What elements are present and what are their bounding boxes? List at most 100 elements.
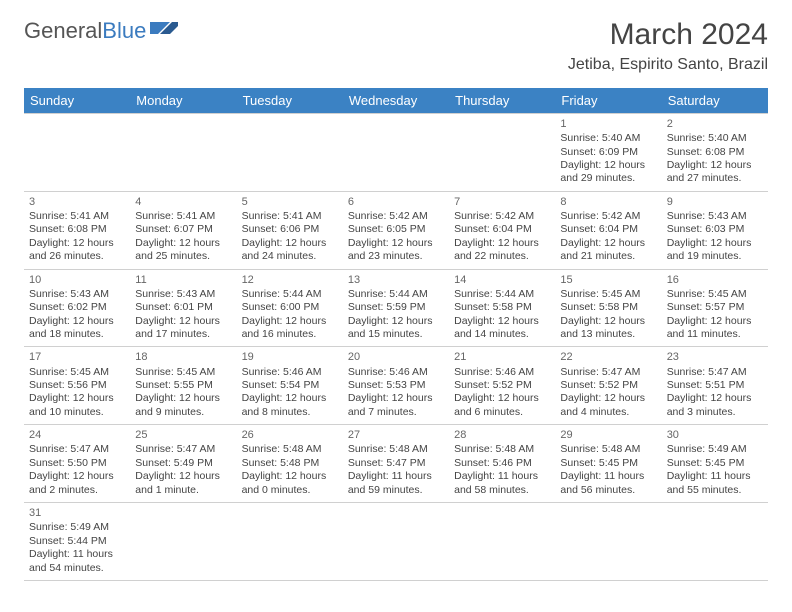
day-cell: 3Sunrise: 5:41 AMSunset: 6:08 PMDaylight… xyxy=(24,191,130,269)
empty-cell xyxy=(343,503,449,581)
flag-icon xyxy=(150,18,178,44)
daylight-text: Daylight: 11 hours and 54 minutes. xyxy=(29,548,125,575)
sunset-text: Sunset: 5:57 PM xyxy=(667,301,763,314)
sunset-text: Sunset: 5:58 PM xyxy=(560,301,656,314)
sunrise-text: Sunrise: 5:44 AM xyxy=(348,288,444,301)
empty-cell xyxy=(662,503,768,581)
empty-cell xyxy=(555,503,661,581)
day-number: 31 xyxy=(29,506,125,520)
daylight-text: Daylight: 12 hours and 29 minutes. xyxy=(560,159,656,186)
day-cell: 26Sunrise: 5:48 AMSunset: 5:48 PMDayligh… xyxy=(237,425,343,503)
brand-logo: GeneralBlue xyxy=(24,18,178,44)
daylight-text: Daylight: 12 hours and 2 minutes. xyxy=(29,470,125,497)
weekday-header: Saturday xyxy=(662,88,768,114)
day-number: 12 xyxy=(242,273,338,287)
daylight-text: Daylight: 12 hours and 0 minutes. xyxy=(242,470,338,497)
brand-part2: Blue xyxy=(102,18,146,44)
sunset-text: Sunset: 6:05 PM xyxy=(348,223,444,236)
sunset-text: Sunset: 5:47 PM xyxy=(348,457,444,470)
day-cell: 31Sunrise: 5:49 AMSunset: 5:44 PMDayligh… xyxy=(24,503,130,581)
day-number: 24 xyxy=(29,428,125,442)
sunset-text: Sunset: 6:08 PM xyxy=(29,223,125,236)
day-cell: 18Sunrise: 5:45 AMSunset: 5:55 PMDayligh… xyxy=(130,347,236,425)
day-number: 1 xyxy=(560,117,656,131)
sunset-text: Sunset: 5:56 PM xyxy=(29,379,125,392)
day-cell: 25Sunrise: 5:47 AMSunset: 5:49 PMDayligh… xyxy=(130,425,236,503)
sunset-text: Sunset: 5:58 PM xyxy=(454,301,550,314)
weekday-header: Sunday xyxy=(24,88,130,114)
sunrise-text: Sunrise: 5:44 AM xyxy=(454,288,550,301)
sunset-text: Sunset: 5:50 PM xyxy=(29,457,125,470)
daylight-text: Daylight: 12 hours and 1 minute. xyxy=(135,470,231,497)
day-number: 11 xyxy=(135,273,231,287)
sunset-text: Sunset: 6:07 PM xyxy=(135,223,231,236)
day-number: 29 xyxy=(560,428,656,442)
daylight-text: Daylight: 12 hours and 6 minutes. xyxy=(454,392,550,419)
day-cell: 22Sunrise: 5:47 AMSunset: 5:52 PMDayligh… xyxy=(555,347,661,425)
daylight-text: Daylight: 12 hours and 10 minutes. xyxy=(29,392,125,419)
daylight-text: Daylight: 12 hours and 3 minutes. xyxy=(667,392,763,419)
day-number: 9 xyxy=(667,195,763,209)
sunset-text: Sunset: 5:45 PM xyxy=(560,457,656,470)
daylight-text: Daylight: 12 hours and 21 minutes. xyxy=(560,237,656,264)
daylight-text: Daylight: 12 hours and 22 minutes. xyxy=(454,237,550,264)
sunset-text: Sunset: 6:01 PM xyxy=(135,301,231,314)
day-cell: 14Sunrise: 5:44 AMSunset: 5:58 PMDayligh… xyxy=(449,269,555,347)
day-cell: 13Sunrise: 5:44 AMSunset: 5:59 PMDayligh… xyxy=(343,269,449,347)
day-cell: 21Sunrise: 5:46 AMSunset: 5:52 PMDayligh… xyxy=(449,347,555,425)
sunrise-text: Sunrise: 5:45 AM xyxy=(135,366,231,379)
daylight-text: Daylight: 12 hours and 7 minutes. xyxy=(348,392,444,419)
day-number: 27 xyxy=(348,428,444,442)
month-title: March 2024 xyxy=(568,18,768,52)
sunrise-text: Sunrise: 5:44 AM xyxy=(242,288,338,301)
daylight-text: Daylight: 12 hours and 25 minutes. xyxy=(135,237,231,264)
day-number: 26 xyxy=(242,428,338,442)
sunrise-text: Sunrise: 5:41 AM xyxy=(29,210,125,223)
daylight-text: Daylight: 12 hours and 9 minutes. xyxy=(135,392,231,419)
daylight-text: Daylight: 11 hours and 56 minutes. xyxy=(560,470,656,497)
day-cell: 4Sunrise: 5:41 AMSunset: 6:07 PMDaylight… xyxy=(130,191,236,269)
day-number: 22 xyxy=(560,350,656,364)
daylight-text: Daylight: 12 hours and 19 minutes. xyxy=(667,237,763,264)
day-cell: 9Sunrise: 5:43 AMSunset: 6:03 PMDaylight… xyxy=(662,191,768,269)
sunrise-text: Sunrise: 5:43 AM xyxy=(135,288,231,301)
day-cell: 1Sunrise: 5:40 AMSunset: 6:09 PMDaylight… xyxy=(555,114,661,192)
empty-cell xyxy=(130,114,236,192)
daylight-text: Daylight: 12 hours and 8 minutes. xyxy=(242,392,338,419)
daylight-text: Daylight: 12 hours and 11 minutes. xyxy=(667,315,763,342)
day-cell: 17Sunrise: 5:45 AMSunset: 5:56 PMDayligh… xyxy=(24,347,130,425)
brand-part1: General xyxy=(24,18,102,44)
day-cell: 27Sunrise: 5:48 AMSunset: 5:47 PMDayligh… xyxy=(343,425,449,503)
sunrise-text: Sunrise: 5:46 AM xyxy=(454,366,550,379)
daylight-text: Daylight: 12 hours and 4 minutes. xyxy=(560,392,656,419)
daylight-text: Daylight: 12 hours and 18 minutes. xyxy=(29,315,125,342)
sunrise-text: Sunrise: 5:48 AM xyxy=(454,443,550,456)
day-number: 7 xyxy=(454,195,550,209)
day-number: 30 xyxy=(667,428,763,442)
sunset-text: Sunset: 6:03 PM xyxy=(667,223,763,236)
sunrise-text: Sunrise: 5:48 AM xyxy=(348,443,444,456)
sunset-text: Sunset: 6:09 PM xyxy=(560,146,656,159)
weekday-header: Friday xyxy=(555,88,661,114)
daylight-text: Daylight: 12 hours and 15 minutes. xyxy=(348,315,444,342)
day-number: 21 xyxy=(454,350,550,364)
day-number: 13 xyxy=(348,273,444,287)
daylight-text: Daylight: 12 hours and 27 minutes. xyxy=(667,159,763,186)
daylight-text: Daylight: 12 hours and 26 minutes. xyxy=(29,237,125,264)
day-number: 16 xyxy=(667,273,763,287)
sunrise-text: Sunrise: 5:42 AM xyxy=(348,210,444,223)
sunrise-text: Sunrise: 5:43 AM xyxy=(667,210,763,223)
empty-cell xyxy=(237,114,343,192)
empty-cell xyxy=(449,114,555,192)
sunset-text: Sunset: 5:44 PM xyxy=(29,535,125,548)
day-number: 19 xyxy=(242,350,338,364)
day-number: 14 xyxy=(454,273,550,287)
empty-cell xyxy=(130,503,236,581)
sunset-text: Sunset: 5:49 PM xyxy=(135,457,231,470)
sunrise-text: Sunrise: 5:47 AM xyxy=(135,443,231,456)
day-cell: 19Sunrise: 5:46 AMSunset: 5:54 PMDayligh… xyxy=(237,347,343,425)
sunrise-text: Sunrise: 5:45 AM xyxy=(560,288,656,301)
daylight-text: Daylight: 12 hours and 13 minutes. xyxy=(560,315,656,342)
sunrise-text: Sunrise: 5:43 AM xyxy=(29,288,125,301)
sunrise-text: Sunrise: 5:41 AM xyxy=(135,210,231,223)
